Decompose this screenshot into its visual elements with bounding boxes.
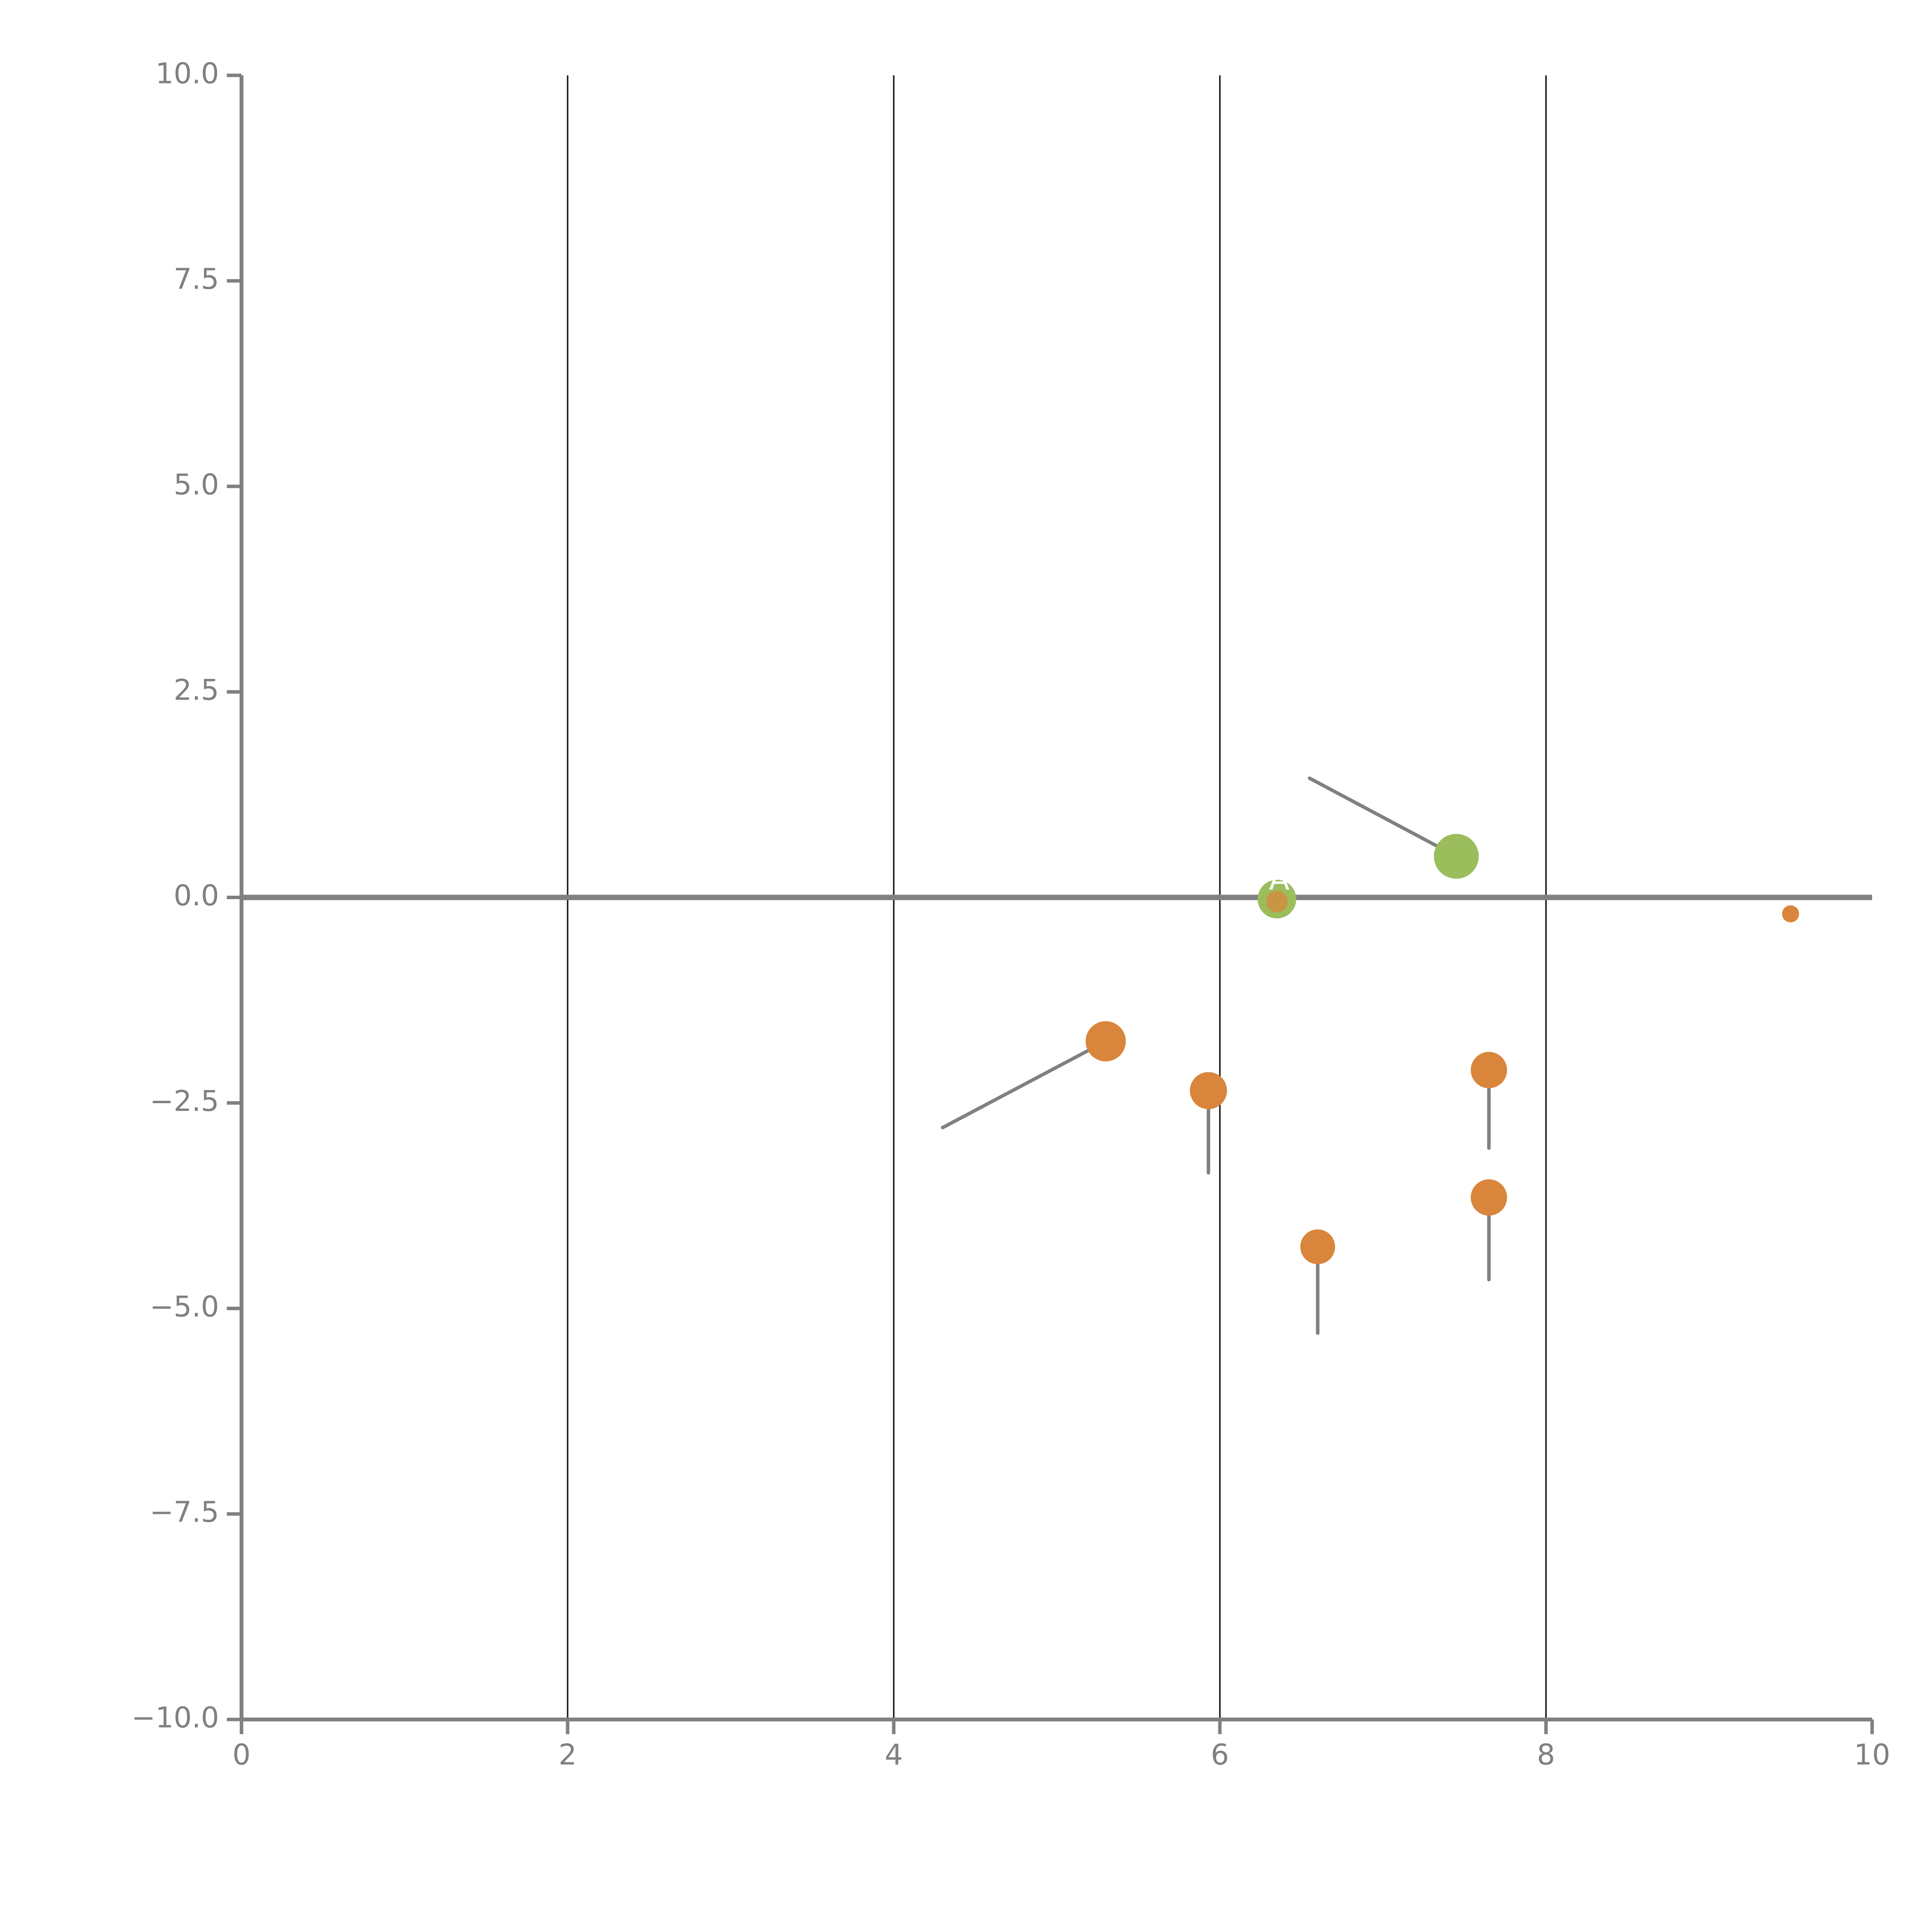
- data-markers[interactable]: [1085, 834, 1799, 1264]
- y-tick-label: 2.5: [173, 673, 219, 707]
- x-tick-label: 10: [1854, 1738, 1890, 1771]
- axis-tickmarks: [227, 73, 1874, 1734]
- data-point-g1[interactable]: [1434, 834, 1479, 879]
- x-tick-label: 2: [558, 1738, 577, 1771]
- y-tick-label: 5.0: [173, 468, 219, 501]
- marker-labels: A: [1269, 862, 1289, 897]
- y-tick-label: −5.0: [150, 1290, 219, 1323]
- y-tick-label: −7.5: [150, 1496, 219, 1529]
- data-point-o5[interactable]: [1471, 1052, 1507, 1088]
- x-tick-label: 0: [232, 1738, 250, 1771]
- y-axis-tick-labels: 10.0 7.5 5.0 2.5 0.0 −2.5 −5.0 −7.5 −10.0: [131, 57, 219, 1735]
- leader-line-g1: [1308, 776, 1458, 858]
- y-tick-label: −10.0: [131, 1701, 219, 1735]
- data-point-o7[interactable]: [1782, 905, 1799, 923]
- marker-label-g2: A: [1269, 862, 1289, 897]
- y-tick-label: 0.0: [173, 879, 219, 912]
- data-point-o2[interactable]: [1085, 1021, 1126, 1061]
- x-tick-label: 8: [1537, 1738, 1555, 1771]
- y-tick-label: 7.5: [173, 262, 219, 296]
- data-point-o3[interactable]: [1190, 1072, 1227, 1109]
- x-axis-tick-labels: 0 2 4 6 8 10: [232, 1738, 1890, 1771]
- y-tick-label: −2.5: [150, 1085, 219, 1118]
- x-tick-label: 6: [1211, 1738, 1229, 1771]
- y-tick-label: 10.0: [155, 57, 219, 90]
- data-point-o6[interactable]: [1471, 1179, 1507, 1216]
- x-tick-label: 4: [884, 1738, 903, 1771]
- leader-line-o2: [941, 1039, 1108, 1129]
- data-point-o1[interactable]: [1266, 891, 1288, 913]
- data-point-o4[interactable]: [1300, 1229, 1335, 1264]
